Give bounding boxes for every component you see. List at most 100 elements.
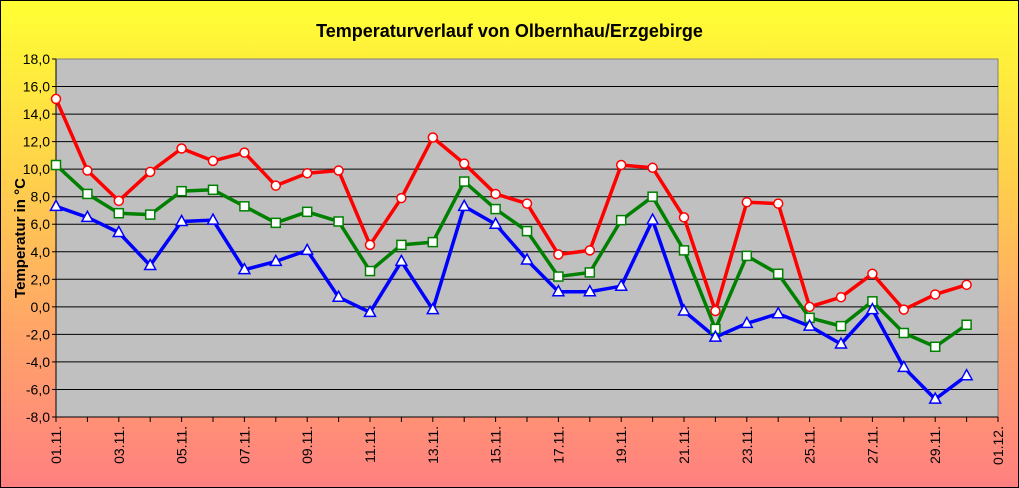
- x-tick-label: 03.11.: [111, 426, 127, 464]
- data-point: [82, 188, 93, 200]
- data-point: [771, 306, 785, 319]
- y-tick-label: -2,0: [26, 326, 50, 342]
- data-point: [113, 195, 125, 207]
- data-point: [615, 214, 627, 226]
- y-tick-label: 10,0: [23, 161, 50, 177]
- data-point: [584, 245, 596, 256]
- data-point: [959, 368, 974, 381]
- y-tick-label: -8,0: [26, 409, 50, 425]
- data-point: [113, 207, 125, 219]
- data-point: [490, 188, 501, 200]
- data-point: [677, 303, 691, 316]
- data-point: [802, 318, 817, 331]
- data-point: [300, 242, 314, 256]
- x-tick-label: 07.11.: [236, 426, 252, 464]
- y-tick-label: 4,0: [31, 244, 51, 260]
- data-point: [897, 359, 911, 373]
- data-point: [678, 212, 690, 223]
- x-tick-label: 19.11.: [613, 426, 629, 464]
- data-point: [583, 284, 597, 297]
- data-point: [394, 253, 409, 267]
- data-point: [144, 166, 156, 178]
- data-point: [396, 192, 407, 204]
- y-tick-label: -6,0: [26, 381, 50, 397]
- data-point: [521, 225, 533, 237]
- plot-area: [55, 58, 999, 418]
- data-point: [364, 265, 376, 277]
- data-point: [112, 224, 126, 238]
- data-point: [647, 191, 658, 202]
- y-tick-label: 12,0: [23, 134, 50, 150]
- data-point: [427, 132, 439, 143]
- data-point: [929, 289, 941, 300]
- data-point: [239, 147, 250, 158]
- data-point: [898, 327, 910, 339]
- data-point: [301, 168, 313, 179]
- data-point: [458, 158, 470, 169]
- chart-title: Temperaturverlauf von Olbernhau/Erzgebir…: [316, 21, 703, 41]
- series-line-1: [54, 98, 968, 313]
- data-point: [174, 213, 189, 227]
- data-point: [520, 252, 534, 265]
- data-point: [82, 165, 93, 176]
- data-point: [551, 284, 566, 297]
- data-point: [301, 206, 313, 218]
- y-tick-label: 8,0: [31, 189, 51, 205]
- data-point: [584, 267, 596, 278]
- data-point: [143, 257, 157, 271]
- data-point: [740, 315, 754, 329]
- x-tick-label: 13.11.: [425, 426, 441, 464]
- data-point: [144, 209, 156, 220]
- x-tick-label: 05.11.: [174, 426, 190, 464]
- data-point: [270, 180, 282, 191]
- y-axis-label: Temperatur in °C: [12, 178, 29, 298]
- data-point: [427, 236, 439, 248]
- data-point: [929, 341, 941, 353]
- data-point: [835, 291, 847, 303]
- data-point: [49, 198, 63, 212]
- data-point: [865, 302, 880, 315]
- data-point: [521, 198, 533, 209]
- y-tick-label: -4,0: [26, 354, 50, 370]
- data-point: [741, 250, 753, 262]
- x-tick-label: 01.12.: [990, 426, 1006, 465]
- x-tick-label: 23.11.: [739, 426, 755, 464]
- data-point: [207, 184, 219, 196]
- data-point: [176, 143, 187, 154]
- data-point: [80, 209, 95, 223]
- data-point: [835, 320, 847, 332]
- data-point: [647, 162, 658, 174]
- y-tick-label: 18,0: [23, 51, 50, 67]
- data-point: [488, 216, 503, 229]
- y-tick-label: 2,0: [31, 271, 51, 287]
- data-point: [237, 262, 252, 275]
- data-point: [772, 198, 784, 209]
- x-tick-label: 01.11.: [48, 426, 64, 464]
- x-tick-label: 17.11.: [550, 426, 566, 464]
- data-point: [615, 159, 627, 171]
- data-point: [928, 391, 942, 404]
- x-tick-label: 25.11.: [802, 426, 818, 464]
- x-tick-label: 27.11.: [864, 426, 880, 464]
- data-point: [553, 271, 564, 282]
- data-point: [331, 289, 346, 302]
- x-tick-label: 09.11.: [299, 426, 315, 464]
- data-point: [206, 212, 220, 225]
- data-point: [961, 319, 972, 330]
- data-point: [363, 304, 377, 318]
- data-point: [426, 302, 440, 315]
- data-point: [553, 249, 564, 260]
- data-point: [772, 268, 784, 280]
- data-point: [834, 336, 848, 349]
- data-point: [239, 201, 250, 212]
- data-point: [50, 159, 62, 171]
- data-point: [270, 217, 282, 229]
- x-tick-label: 15.11.: [488, 426, 504, 464]
- data-point: [207, 155, 219, 167]
- data-point: [898, 304, 910, 315]
- x-tick-label: 29.11.: [927, 426, 943, 464]
- data-point: [364, 239, 376, 251]
- data-point: [741, 196, 753, 208]
